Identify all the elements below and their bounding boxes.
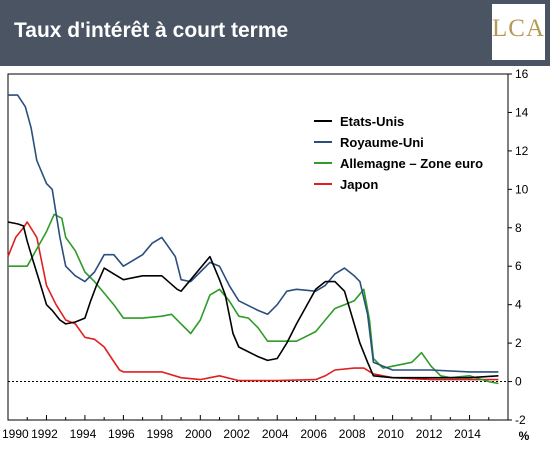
series-lines: [7, 94, 499, 385]
y-tick-label: 4: [515, 298, 522, 312]
lca-logo: LCA: [492, 4, 545, 60]
y-unit-label: %: [519, 429, 530, 443]
x-axis: 1990 1992 1994 1996 1998 2000 2002 2004 2006 2008…: [2, 415, 530, 443]
legend-label: Japon: [340, 177, 378, 192]
x-tick-label: 2012: [416, 427, 443, 441]
legend: Etats-Unis Royaume-Uni Allemagne – Zone eu…: [314, 114, 483, 192]
legend-label: Royaume-Uni: [340, 135, 424, 150]
y-axis: -2 0 2 4 6 8 10 12 14 16: [508, 67, 529, 427]
series-line-etats-unis: [7, 221, 499, 379]
x-tick-label: 2002: [223, 427, 250, 441]
y-tick-label: 6: [515, 259, 522, 273]
header-bar: Taux d'intérêt à court terme LCA: [0, 0, 550, 66]
legend-label: Etats-Unis: [340, 114, 404, 129]
legend-label: Allemagne – Zone euro: [340, 156, 483, 171]
x-tick-label: 2010: [377, 427, 404, 441]
y-tick-label: 10: [515, 182, 529, 196]
line-chart: -2 0 2 4 6 8 10 12 14 16 1990 1992 1994 1996 1998 2000…: [2, 67, 530, 443]
y-tick-label: 0: [515, 375, 522, 389]
logo-text: LCA: [492, 15, 545, 42]
page-title: Taux d'intérêt à court terme: [14, 19, 289, 42]
x-tick-label: 1994: [70, 427, 97, 441]
series-line-royaume-uni: [8, 94, 499, 373]
y-tick-label: -2: [515, 413, 526, 427]
x-tick-label: 1996: [108, 427, 135, 441]
x-tick-label: 2008: [339, 427, 366, 441]
y-tick-label: 8: [515, 221, 522, 235]
x-tick-label: 1998: [146, 427, 173, 441]
x-tick-label: 2006: [300, 427, 327, 441]
y-tick-label: 12: [515, 144, 529, 158]
x-tick-label: 2000: [185, 427, 212, 441]
x-tick-label: 2004: [262, 427, 289, 441]
y-tick-label: 14: [515, 105, 529, 119]
series-line-japon: [7, 221, 499, 382]
y-tick-label: 16: [515, 67, 529, 81]
y-tick-label: 2: [515, 336, 522, 350]
x-tick-label: 2014: [454, 427, 481, 441]
series-line-allemagne-zone-euro: [8, 213, 499, 385]
x-tick-label: 1992: [31, 427, 58, 441]
x-tick-label: 1990: [2, 427, 29, 441]
